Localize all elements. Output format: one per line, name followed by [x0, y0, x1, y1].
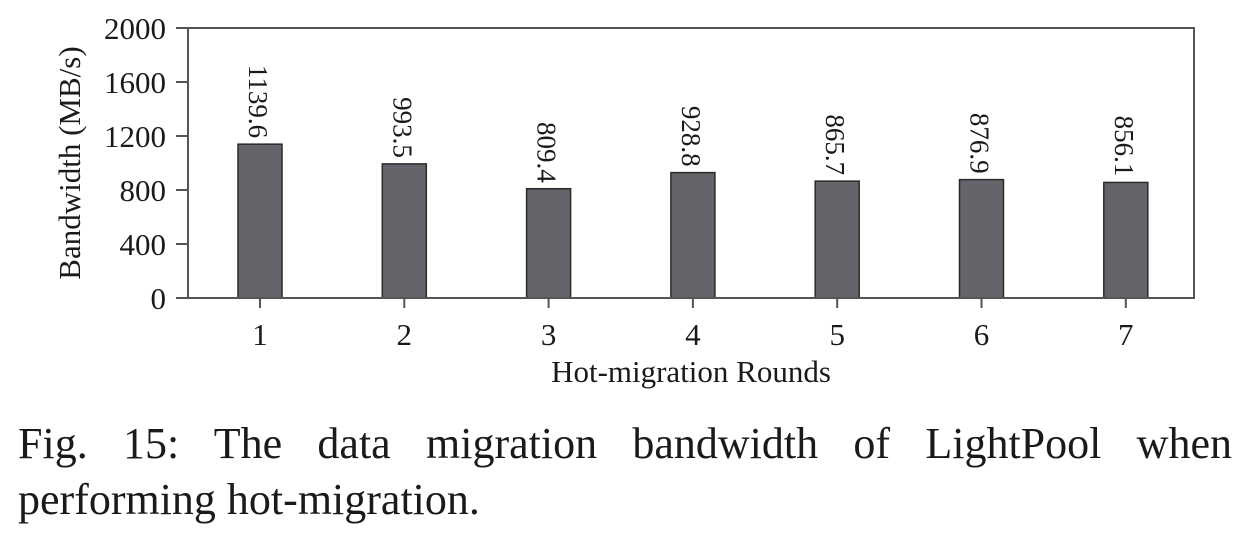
bar: [237, 143, 283, 299]
x-tick-label: 1: [252, 317, 268, 352]
y-tick-label: 1600: [104, 65, 166, 100]
x-axis: 1 2 3 4 5 6 7: [252, 298, 1134, 352]
y-tick-label: 2000: [104, 11, 166, 46]
caption-label: Fig. 15:: [18, 419, 180, 468]
bar-chart: 0 400 800 1200 1600 2000 1139.6 993.5 809.4 928.…: [52, 11, 1195, 389]
bar: [670, 171, 716, 299]
x-tick-label: 5: [829, 317, 845, 352]
bar: [525, 187, 572, 299]
bar-data-label: 865.7: [820, 114, 850, 175]
x-tick-label: 4: [685, 317, 701, 352]
bar-data-label: 1139.6: [243, 65, 273, 138]
bar: [814, 180, 860, 299]
caption-text: The data migration bandwidth of LightPoo…: [18, 419, 1232, 524]
bar-data-label: 993.5: [387, 97, 417, 158]
y-tick-label: 400: [120, 227, 167, 262]
bar-data-label: 876.9: [965, 113, 995, 174]
bar: [381, 163, 428, 299]
y-axis-title: Bandwidth (MB/s): [52, 46, 87, 279]
data-labels: 1139.6 993.5 809.4 928.8 865.7 876.9 856.1: [243, 65, 1139, 183]
x-tick-label: 3: [541, 317, 557, 352]
y-axis: 0 400 800 1200 1600 2000: [104, 11, 188, 316]
bar: [1103, 181, 1149, 299]
y-tick-label: 800: [120, 173, 167, 208]
bar: [958, 178, 1005, 299]
plot-frame: [187, 27, 1195, 299]
y-tick-label: 0: [151, 281, 167, 316]
bars: [237, 143, 1149, 299]
x-tick-label: 6: [974, 317, 990, 352]
bar-data-label: 809.4: [532, 122, 562, 183]
bar-data-label: 856.1: [1109, 116, 1139, 177]
bar-data-label: 928.8: [676, 106, 706, 167]
x-tick-label: 2: [397, 317, 413, 352]
x-axis-title: Hot-migration Rounds: [551, 354, 831, 389]
figure-caption: Fig. 15: The data migration bandwidth of…: [18, 416, 1232, 528]
y-tick-label: 1200: [104, 119, 166, 154]
x-tick-label: 7: [1118, 317, 1134, 352]
